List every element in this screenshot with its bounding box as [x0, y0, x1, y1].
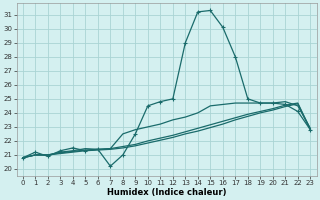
X-axis label: Humidex (Indice chaleur): Humidex (Indice chaleur) [107, 188, 226, 197]
